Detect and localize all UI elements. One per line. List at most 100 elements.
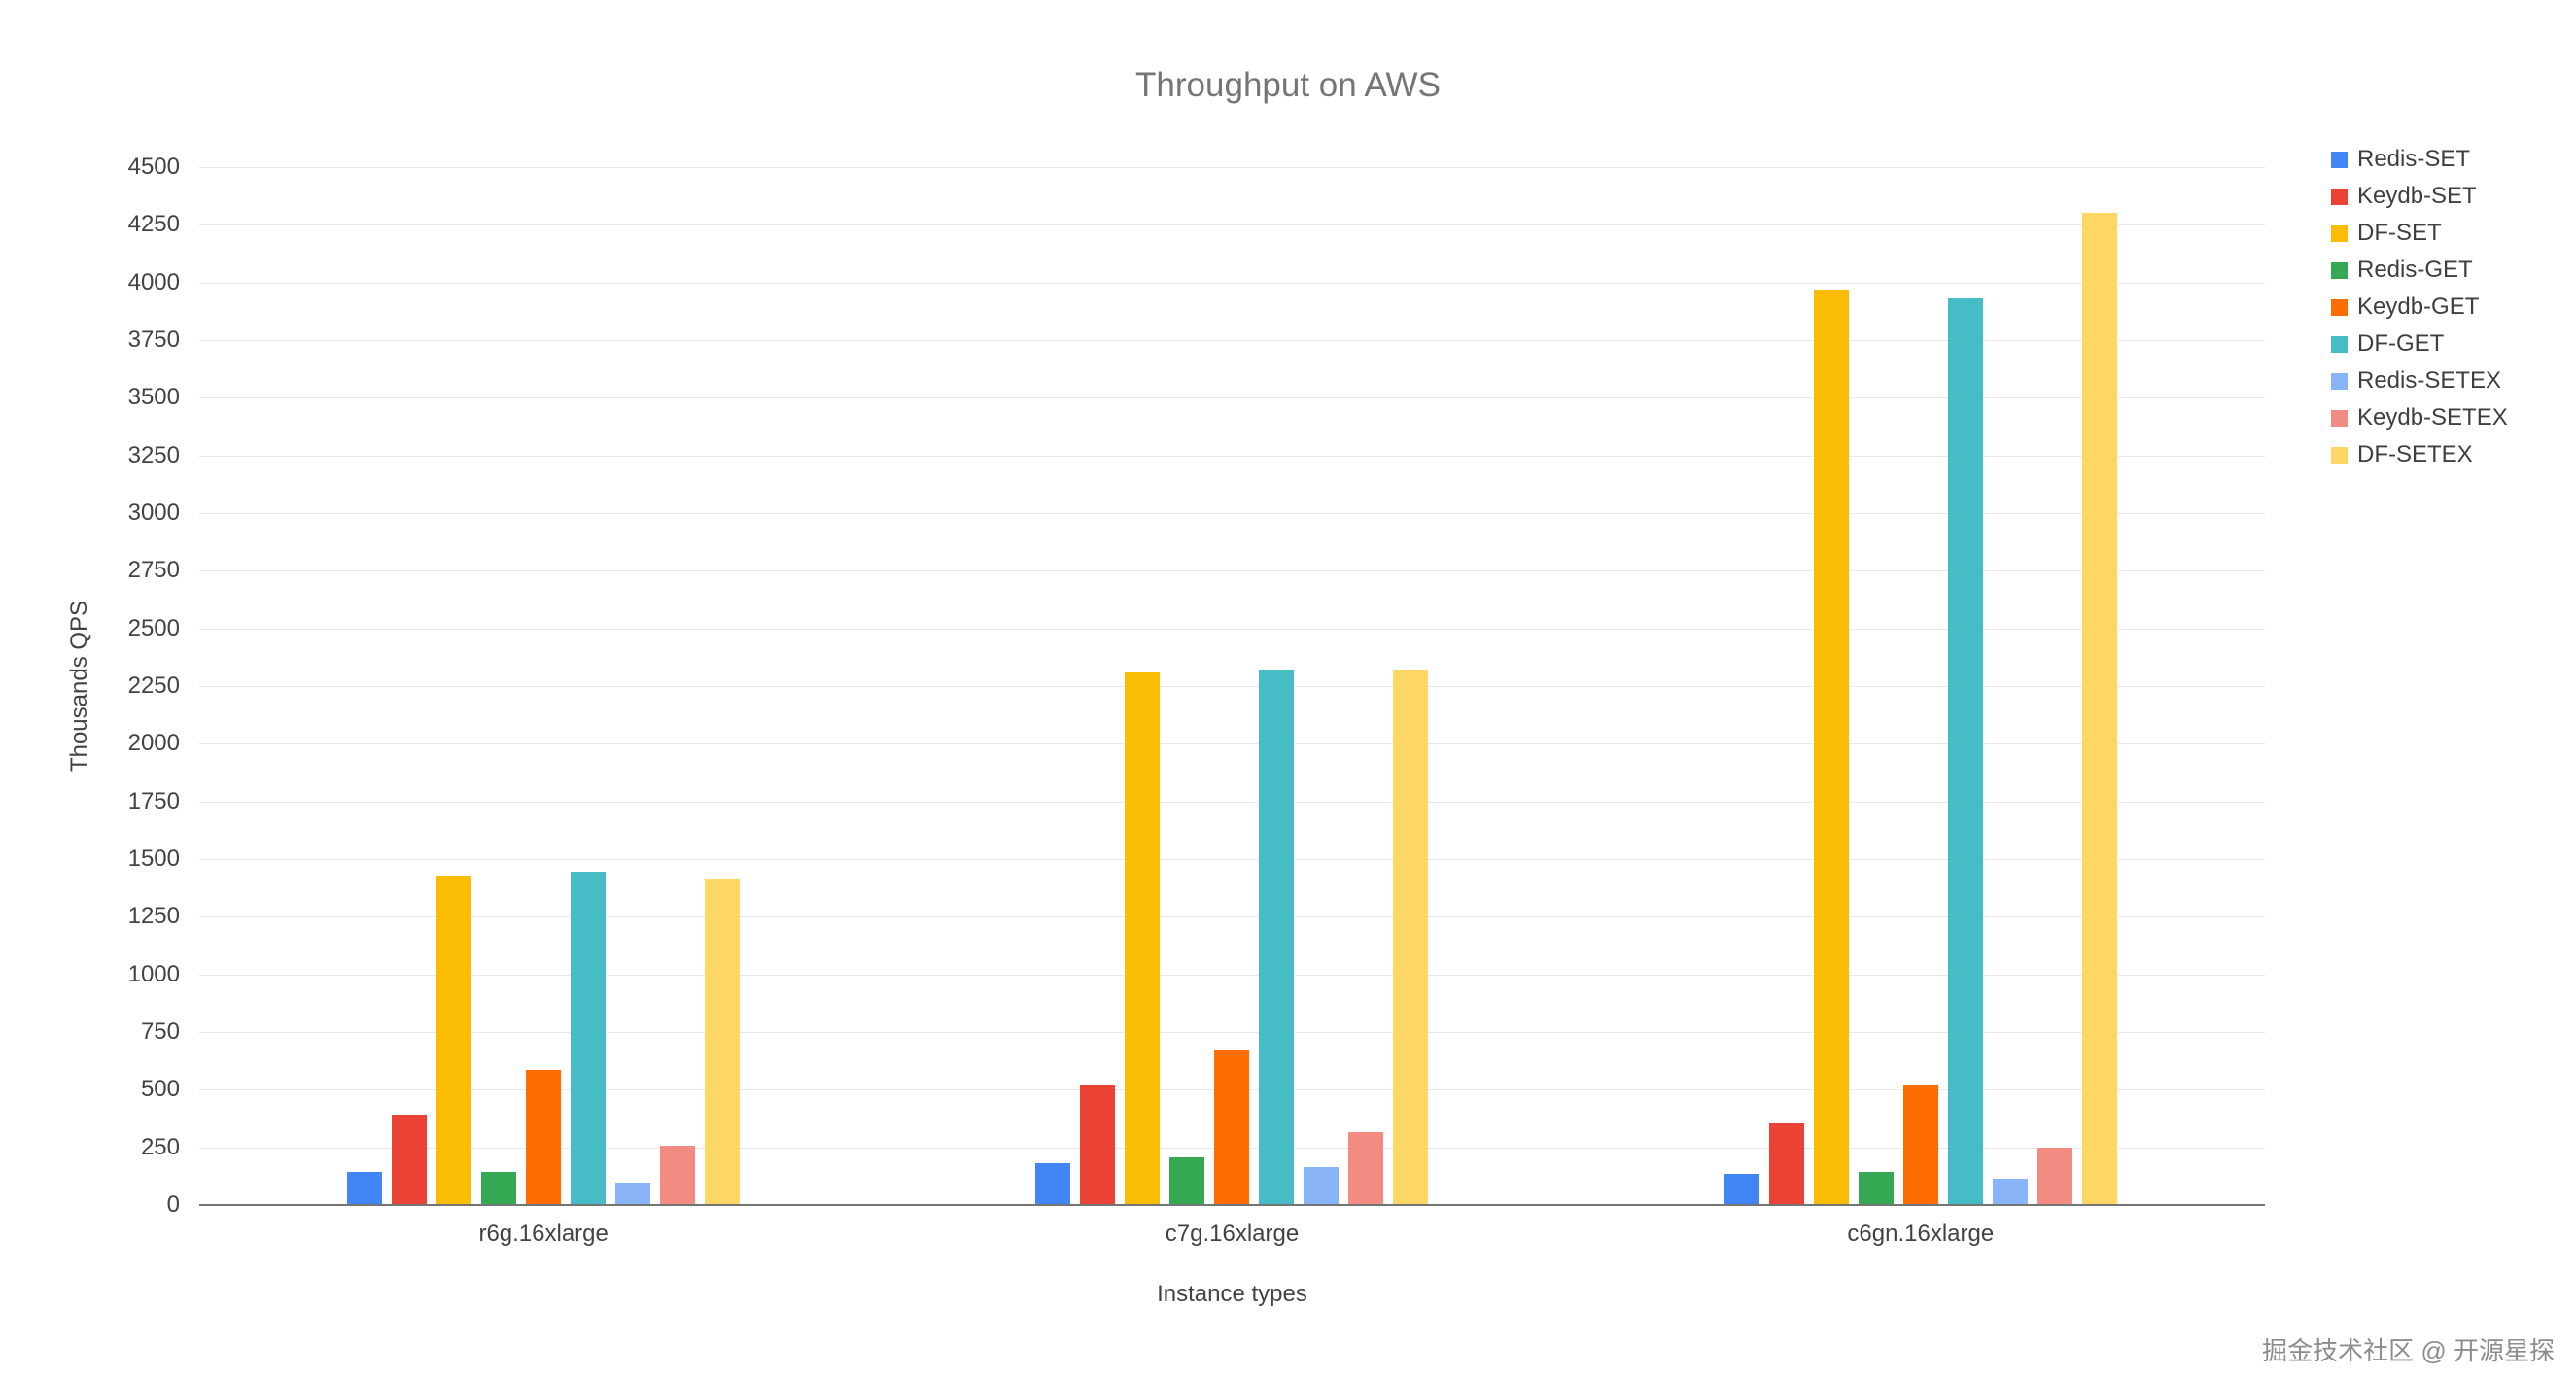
y-tick-label: 1750 [127,787,180,814]
x-tick-label: r6g.16xlarge [478,1221,609,1247]
bar-Keydb-SET-c6gn.16xlarge [1768,1122,1804,1205]
legend-swatch-icon [2331,188,2348,205]
gridline [199,570,2265,572]
bar-Redis-GET-c7g.16xlarge [1169,1157,1205,1205]
watermark: 掘金技术社区 @ 开源星探 [2262,1336,2555,1365]
gridline [199,224,2265,226]
legend-entry-DF-GET: DF-GET [2331,330,2508,357]
gridline [199,686,2265,687]
gridline [199,167,2265,168]
bar-Redis-SET-c7g.16xlarge [1035,1163,1071,1205]
bar-Keydb-SETEX-c7g.16xlarge [1348,1132,1384,1205]
legend-label: DF-GET [2357,330,2445,357]
y-tick-label: 4500 [127,154,180,180]
x-axis-tick-labels: r6g.16xlarge c7g.16xlarge c6gn.16xlarge [199,1221,2265,1248]
legend-swatch-icon [2331,298,2348,316]
gridline [199,916,2265,918]
plot-area: 0 250 500 750 1000 1250 1500 1750 2000 2250 2500 27… [128,154,2265,1247]
bar-Keydb-GET-c7g.16xlarge [1214,1049,1250,1205]
bar-Redis-SET-c6gn.16xlarge [1723,1173,1759,1205]
gridline [199,974,2265,976]
legend-label: DF-SETEX [2357,441,2473,467]
bar-DF-GET-r6g.16xlarge [571,872,607,1205]
bar-DF-SET-r6g.16xlarge [436,875,472,1205]
legend-label: Keydb-GET [2357,293,2480,320]
legend-entry-Redis-SETEX: Redis-SETEX [2331,367,2508,394]
y-tick-label: 2000 [127,730,180,757]
y-tick-label: 4000 [127,268,180,295]
gridline [199,455,2265,457]
legend-entry-Redis-SET: Redis-SET [2331,146,2508,172]
y-tick-label: 3250 [127,441,180,468]
bar-DF-GET-c6gn.16xlarge [1947,298,1983,1205]
bar-DF-SET-c6gn.16xlarge [1813,289,1849,1205]
x-axis-title: Instance types [1157,1281,1307,1307]
bar-group-c7g.16xlarge [888,167,1576,1205]
legend-entry-Keydb-SETEX: Keydb-SETEX [2331,404,2508,430]
x-tick-label: c7g.16xlarge [1165,1221,1300,1247]
gridline [199,628,2265,630]
y-tick-label: 0 [166,1191,180,1218]
y-tick-label: 4250 [127,211,180,238]
legend: Redis-SET Keydb-SET DF-SET Redis-GET Keydb-G… [2331,146,2508,467]
legend-label: Redis-SETEX [2357,367,2502,394]
x-axis-line [199,1204,2265,1206]
y-tick-label: 2750 [127,557,180,584]
gridline [199,801,2265,803]
legend-label: Keydb-SETEX [2357,404,2508,430]
y-tick-label: 500 [140,1076,180,1103]
legend-swatch-icon [2331,446,2348,464]
legend-swatch-icon [2331,409,2348,427]
y-tick-label: 2500 [127,614,180,641]
y-tick-label: 2250 [127,672,180,699]
bar-Redis-SET-r6g.16xlarge [347,1171,383,1205]
bar-Keydb-SET-r6g.16xlarge [392,1115,428,1205]
gridline [199,1032,2265,1034]
y-tick-label: 3000 [127,499,180,526]
legend-swatch-icon [2331,151,2348,168]
gridline [199,513,2265,515]
bar-Redis-SETEX-c7g.16xlarge [1304,1166,1340,1205]
x-tick-label: c6gn.16xlarge [1847,1221,1995,1247]
y-tick-label: 3750 [127,327,180,353]
legend-label: DF-SET [2357,220,2442,246]
bar-Keydb-SET-c7g.16xlarge [1080,1084,1116,1205]
bar-Redis-GET-c6gn.16xlarge [1858,1171,1894,1205]
legend-entry-Keydb-GET: Keydb-GET [2331,293,2508,320]
bar-DF-SETEX-r6g.16xlarge [705,879,741,1205]
y-axis-title: Thousands QPS [66,600,92,773]
y-tick-label: 1500 [127,845,180,872]
gridline [199,859,2265,861]
bar-DF-SET-c7g.16xlarge [1125,671,1161,1205]
bar-Keydb-SETEX-c6gn.16xlarge [2036,1147,2072,1205]
legend-swatch-icon [2331,261,2348,279]
bars-layer [199,167,2265,1205]
grid-layer [199,167,2265,1206]
legend-swatch-icon [2331,372,2348,390]
y-tick-label: 750 [140,1018,180,1045]
bar-Redis-SETEX-r6g.16xlarge [615,1183,651,1205]
chart-title: Throughput on AWS [1135,66,1441,104]
bar-DF-SETEX-c7g.16xlarge [1393,670,1429,1205]
legend-label: Redis-GET [2357,257,2473,283]
bar-group-r6g.16xlarge [199,167,888,1205]
gridline [199,397,2265,399]
bar-DF-SETEX-c6gn.16xlarge [2081,213,2117,1205]
bar-Keydb-GET-r6g.16xlarge [526,1070,562,1205]
legend-label: Keydb-SET [2357,183,2477,209]
gridline [199,282,2265,284]
bar-Keydb-GET-c6gn.16xlarge [1902,1084,1938,1205]
legend-entry-DF-SET: DF-SET [2331,220,2508,246]
bar-group-c6gn.16xlarge [1577,167,2265,1205]
legend-swatch-icon [2331,335,2348,353]
legend-entry-Redis-GET: Redis-GET [2331,257,2508,283]
bar-Keydb-SETEX-r6g.16xlarge [660,1146,696,1205]
y-tick-label: 250 [140,1133,180,1160]
bar-DF-GET-c7g.16xlarge [1259,670,1295,1205]
legend-entry-DF-SETEX: DF-SETEX [2331,441,2508,467]
bar-Redis-GET-r6g.16xlarge [481,1171,517,1205]
y-tick-label: 1000 [127,960,180,987]
legend-swatch-icon [2331,224,2348,242]
bar-Redis-SETEX-c6gn.16xlarge [1992,1178,2028,1205]
